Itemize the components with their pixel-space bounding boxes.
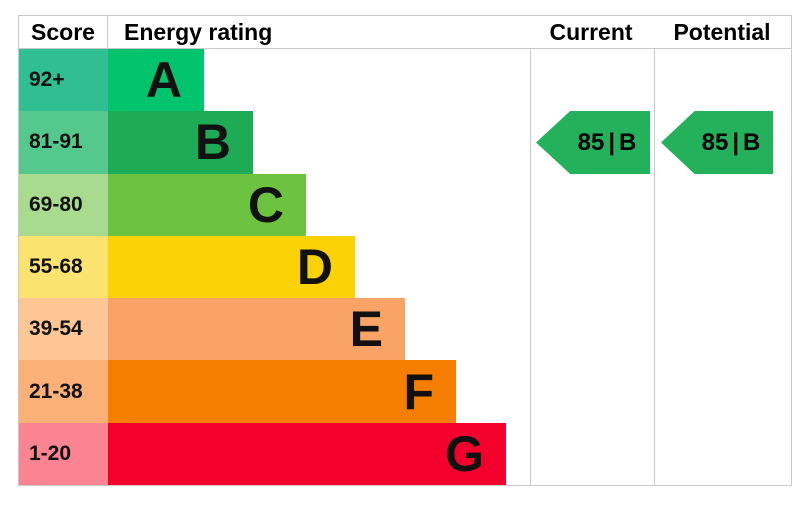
rating-bar: G [108,422,506,485]
rating-bar: D [108,235,355,299]
header-current-label: Current [549,18,633,45]
rating-bar: A [108,49,204,112]
rating-bar: B [108,111,253,174]
current-separator: | [608,128,616,156]
band-row-g: 1-20 G [19,422,791,485]
column-divider-current [530,16,531,485]
score-range-cell: 81-91 [19,111,108,174]
bands-container: 92+ A 81-91 B 69-80 C 55-68 D 39-54 E 21… [19,49,791,485]
header-energy-rating-label: Energy rating [124,18,273,45]
band-row-b: 81-91 B [19,111,791,174]
rating-bar: E [108,298,405,361]
current-rating-arrow: 85 | B [536,111,650,174]
score-range-cell: 69-80 [19,173,108,236]
score-range-cell: 55-68 [19,235,108,299]
band-row-d: 55-68 D [19,235,791,299]
potential-score-value: 85 [701,128,729,156]
epc-rating-chart: Score Energy rating Current Potential 92… [18,15,792,486]
score-range-cell: 1-20 [19,422,108,485]
rating-bar: C [108,173,306,236]
band-row-e: 39-54 E [19,298,791,361]
score-range-cell: 92+ [19,49,108,112]
score-range-cell: 21-38 [19,360,108,423]
potential-band-letter: B [743,128,761,156]
potential-separator: | [732,128,740,156]
band-row-f: 21-38 F [19,360,791,423]
header-potential-label: Potential [673,18,771,45]
column-divider-potential [654,16,655,485]
current-band-letter: B [619,128,637,156]
score-range-cell: 39-54 [19,298,108,361]
band-row-a: 92+ A [19,49,791,112]
band-row-c: 69-80 C [19,173,791,236]
header-score-label: Score [19,16,108,48]
rating-bar: F [108,360,456,423]
header-row: Score Energy rating Current Potential [19,16,791,49]
current-score-value: 85 [577,128,605,156]
